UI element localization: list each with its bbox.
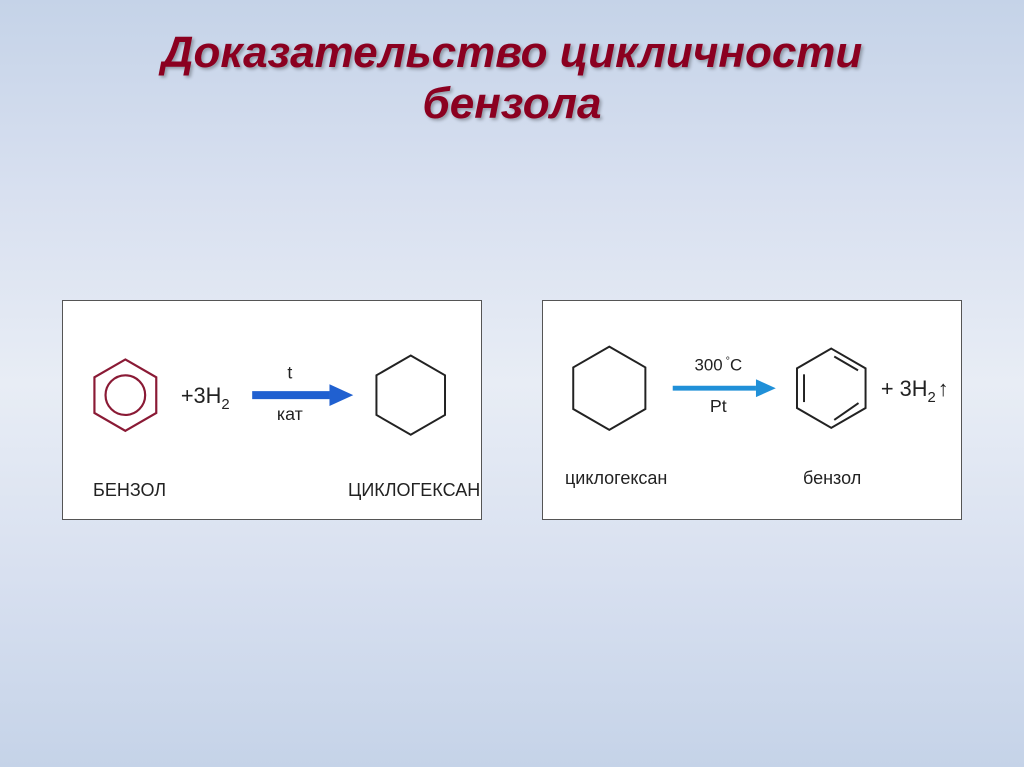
benzene-label: БЕНЗОЛ bbox=[93, 480, 166, 501]
arrow-icon: t кат bbox=[252, 362, 353, 424]
plus-3h2-text: +3H2 bbox=[181, 383, 230, 413]
benzene-ring-icon bbox=[94, 359, 156, 430]
benzene-label-r: бензол bbox=[803, 468, 861, 489]
reaction-panels: +3H2 t кат БЕНЗОЛ ЦИКЛОГЕКСАН bbox=[0, 300, 1024, 520]
cyclohexane-ring-icon bbox=[573, 347, 645, 430]
cyclohexane-label: ЦИКЛОГЕКСАН bbox=[348, 480, 480, 501]
cyclohexane-label-r: циклогексан bbox=[565, 468, 667, 489]
arrow-top-label: t bbox=[287, 362, 292, 382]
arrow-icon: 300 °C Pt bbox=[673, 355, 776, 416]
slide-title: Доказательство цикличности бензола bbox=[0, 0, 1024, 129]
panel-dehydrogenation: 300 °C Pt + 3H2↑ циклогексан бензол bbox=[542, 300, 962, 520]
arrow-bottom-label: кат bbox=[277, 404, 303, 424]
cyclohexane-ring-icon bbox=[376, 356, 445, 435]
panel-hydrogenation: +3H2 t кат БЕНЗОЛ ЦИКЛОГЕКСАН bbox=[62, 300, 482, 520]
plus-3h2-text: + 3H2↑ bbox=[881, 376, 949, 406]
title-line1: Доказательство цикличности bbox=[0, 28, 1024, 79]
benzene-kekule-icon bbox=[797, 349, 866, 428]
title-line2: бензола bbox=[0, 79, 1024, 130]
arrow-bottom-label: Pt bbox=[710, 396, 727, 416]
arrow-top-label: 300 °C bbox=[694, 355, 742, 374]
